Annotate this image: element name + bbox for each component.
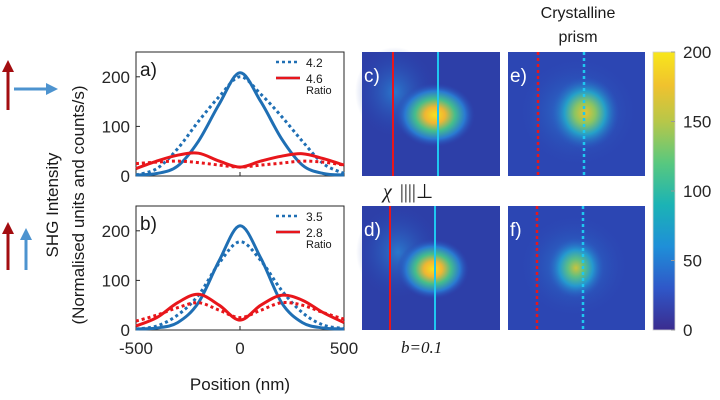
heatmap-e-label: e) — [510, 66, 527, 87]
colorbar-tick-label: 200 — [683, 43, 711, 62]
colorbar: 0 50 100 150 200 — [652, 43, 711, 340]
column-title-line2: prism — [558, 29, 597, 46]
legend-label-b-2: 2.8 — [306, 226, 323, 240]
heatmap-c: c) — [355, 47, 500, 176]
heatmap-d: d) — [356, 206, 500, 330]
panel-label-a: a) — [140, 60, 157, 81]
series-a-2 — [135, 71, 345, 177]
chi-label: χ ||||⊥ — [381, 181, 433, 203]
colorbar-tick-label: 50 — [683, 252, 702, 271]
y-tick-label-a: 0 — [121, 167, 130, 186]
heatmap-c-label: c) — [364, 66, 380, 87]
series-b-1 — [135, 240, 345, 331]
x-tick-label-b: 0 — [235, 339, 244, 358]
heatmap-f: f) — [508, 206, 645, 330]
polarization-arrows-top — [2, 60, 58, 110]
column-title-line1: Crystalline — [541, 5, 616, 22]
colorbar-tick-label: 150 — [683, 113, 711, 132]
panel-label-b: b) — [140, 214, 157, 235]
legend-label-a-2: 4.6 — [306, 72, 323, 86]
y-tick-label-a: 100 — [102, 117, 130, 136]
legend-ratio-b: Ratio — [306, 239, 332, 251]
b-parameter-label: b=0.1 — [401, 338, 442, 357]
x-axis-label: Position (nm) — [190, 375, 290, 394]
series-b-4 — [135, 292, 345, 328]
x-tick-label-b: 500 — [330, 339, 358, 358]
series-b-2 — [135, 224, 345, 331]
x-tick-label-b: -500 — [119, 339, 153, 358]
colorbar-tick-label: 0 — [683, 321, 692, 340]
y-tick-label-b: 200 — [102, 222, 130, 241]
legend-label-a-1: 4.2 — [306, 56, 323, 70]
y-tick-label-b: 0 — [121, 321, 130, 340]
legend-ratio-a: Ratio — [306, 85, 332, 97]
y-tick-label-b: 100 — [102, 271, 130, 290]
polarization-arrows-bottom — [2, 222, 32, 270]
series-a-4 — [135, 151, 345, 171]
series-a-1 — [135, 75, 345, 177]
y-tick-label-a: 200 — [102, 68, 130, 87]
heatmap-e: e) — [508, 52, 645, 176]
y-axis-label-line2: (Normalised units and counts/s) — [69, 85, 88, 324]
heatmap-f-label: f) — [510, 220, 522, 241]
colorbar-tick-label: 100 — [683, 182, 711, 201]
heatmap-d-label: d) — [364, 220, 381, 241]
legend-label-b-1: 3.5 — [306, 210, 323, 224]
series-b-3 — [135, 301, 345, 323]
y-axis-label-line1: SHG Intensity — [43, 152, 62, 257]
